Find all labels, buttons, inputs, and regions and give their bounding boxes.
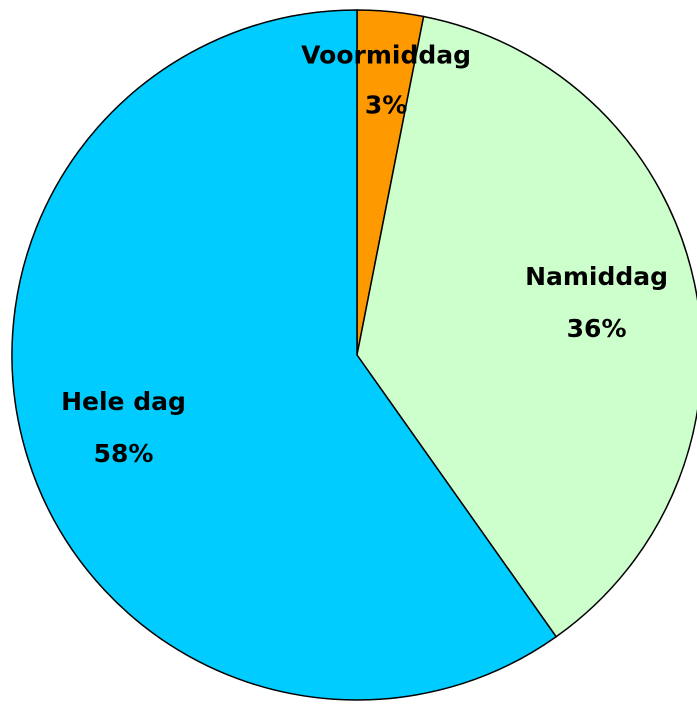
slice-label: Hele dag: [61, 387, 186, 416]
slice-value-label: 36%: [567, 314, 627, 343]
slice-label: Voormiddag: [301, 40, 471, 69]
pie-slice: [11, 9, 558, 701]
pie-slice: [356, 15, 697, 638]
slice-value-label: 3%: [365, 90, 407, 119]
slice-label: Namiddag: [525, 262, 668, 291]
slice-value-label: 58%: [94, 439, 154, 468]
